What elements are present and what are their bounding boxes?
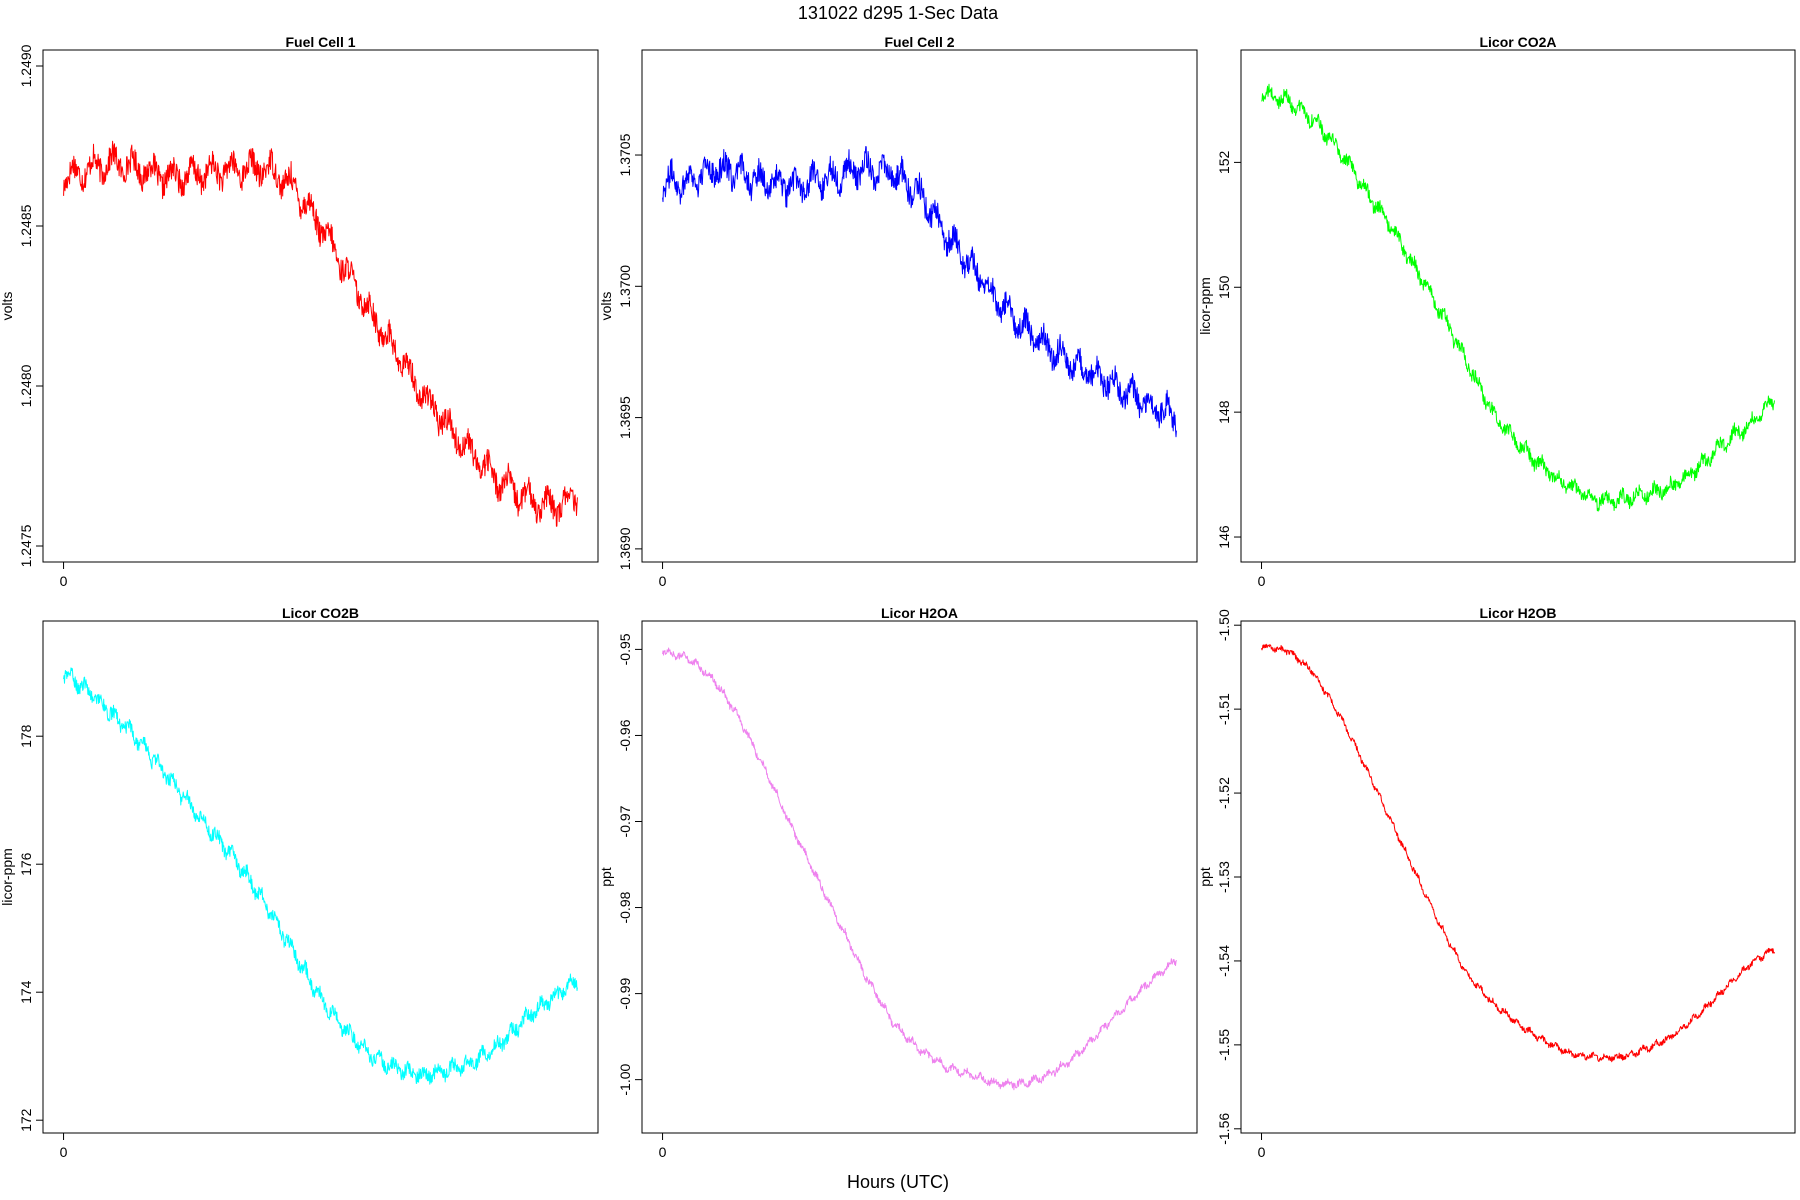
- y-tick-label: 1.2475: [18, 524, 34, 567]
- y-tick-label: 1.2485: [18, 204, 34, 247]
- y-tick-label: -1.52: [1216, 777, 1232, 809]
- plot-frame: [42, 620, 599, 1134]
- y-tick-label: 176: [18, 852, 34, 876]
- y-tick-label: -0.98: [617, 891, 633, 923]
- x-tick-label: 0: [659, 1144, 667, 1160]
- panel-title: Fuel Cell 2: [884, 34, 954, 50]
- y-tick-label: -0.96: [617, 719, 633, 751]
- x-tick-label: 0: [1258, 573, 1266, 589]
- y-tick-label: 1.3695: [617, 396, 633, 439]
- figure-x-axis-label: Hours (UTC): [847, 1172, 949, 1192]
- chart-panel: Licor H2OA -1.00 -0.99 -0.98 -0.97 -0.96 -0.95…: [598, 605, 1198, 1160]
- y-tick-label: -0.99: [617, 977, 633, 1009]
- plot-frame: [641, 620, 1198, 1134]
- panel-title: Fuel Cell 1: [285, 34, 355, 50]
- y-tick-label: 146: [1216, 525, 1232, 549]
- y-tick-label: -1.51: [1216, 693, 1232, 725]
- chart-panel: Licor CO2B 172 174 176 178 0 licor-ppm: [0, 605, 599, 1160]
- x-tick-label: 0: [60, 1144, 68, 1160]
- y-tick-label: 178: [18, 724, 34, 748]
- panel-title: Licor H2OA: [881, 605, 958, 621]
- y-axis-label: licor-ppm: [1197, 277, 1213, 335]
- chart-panel: Licor H2OB -1.56 -1.55 -1.54 -1.53 -1.52 -1.51…: [1197, 605, 1796, 1160]
- y-tick-label: -1.53: [1216, 861, 1232, 893]
- series-line: [1261, 643, 1775, 1063]
- y-tick-label: -1.50: [1216, 609, 1232, 641]
- panel-title: Licor CO2A: [1479, 34, 1556, 50]
- y-axis-label: ppt: [598, 867, 614, 887]
- y-tick-label: 1.3705: [617, 133, 633, 176]
- panels-container: Fuel Cell 1 1.2475 1.2480 1.2485 1.2490 0 volt…: [0, 34, 1796, 1160]
- y-tick-label: 1.2480: [18, 364, 34, 407]
- y-axis-label: volts: [598, 292, 614, 321]
- y-tick-label: 152: [1216, 150, 1232, 174]
- plot-frame: [1240, 620, 1796, 1134]
- y-tick-label: 1.2490: [18, 44, 34, 87]
- series-line: [662, 146, 1177, 438]
- y-tick-label: -1.00: [617, 1063, 633, 1095]
- y-tick-label: 1.3700: [617, 265, 633, 308]
- y-tick-label: -0.97: [617, 805, 633, 837]
- y-tick-label: -0.95: [617, 633, 633, 665]
- series-line: [1261, 83, 1775, 512]
- plot-frame: [1240, 49, 1796, 563]
- chart-panel: Licor CO2A 146 148 150 152 0 licor-ppm: [1197, 34, 1796, 589]
- y-axis-label: ppt: [1197, 867, 1213, 887]
- figure-title: 131022 d295 1-Sec Data: [798, 3, 999, 23]
- x-tick-label: 0: [659, 573, 667, 589]
- series-line: [63, 667, 578, 1085]
- panel-title: Licor H2OB: [1479, 605, 1556, 621]
- x-tick-label: 0: [1258, 1144, 1266, 1160]
- panel-title: Licor CO2B: [282, 605, 359, 621]
- y-tick-label: 150: [1216, 275, 1232, 299]
- series-line: [63, 140, 578, 527]
- y-tick-label: -1.55: [1216, 1029, 1232, 1061]
- plot-frame: [42, 49, 599, 563]
- y-tick-label: -1.54: [1216, 945, 1232, 977]
- y-tick-label: 174: [18, 980, 34, 1004]
- y-axis-label: volts: [0, 292, 15, 321]
- x-tick-label: 0: [60, 573, 68, 589]
- series-line: [662, 647, 1177, 1091]
- chart-panel: Fuel Cell 1 1.2475 1.2480 1.2485 1.2490 0 volt…: [0, 34, 599, 589]
- chart-panel: Fuel Cell 2 1.3690 1.3695 1.3700 1.3705 0 volt…: [598, 34, 1198, 589]
- y-axis-label: licor-ppm: [0, 848, 15, 906]
- y-tick-label: -1.56: [1216, 1113, 1232, 1145]
- y-tick-label: 1.3690: [617, 527, 633, 570]
- y-tick-label: 148: [1216, 400, 1232, 424]
- plot-frame: [641, 49, 1198, 563]
- y-tick-label: 172: [18, 1108, 34, 1132]
